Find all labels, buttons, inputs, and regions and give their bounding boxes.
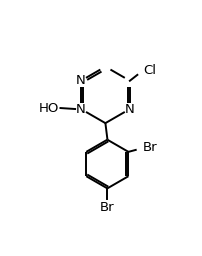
Text: N: N bbox=[76, 102, 85, 115]
Text: Cl: Cl bbox=[143, 63, 156, 77]
Text: N: N bbox=[124, 102, 134, 115]
Text: HO: HO bbox=[39, 102, 59, 114]
Text: Br: Br bbox=[142, 142, 157, 154]
Text: N: N bbox=[76, 74, 85, 87]
Text: Br: Br bbox=[100, 201, 114, 214]
